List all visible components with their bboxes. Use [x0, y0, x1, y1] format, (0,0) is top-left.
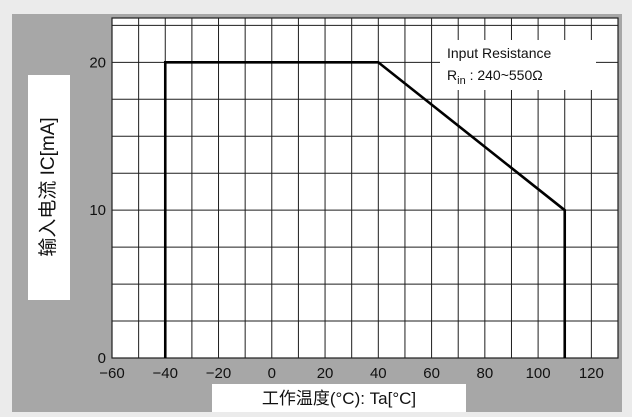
annotation-box	[440, 40, 596, 90]
series-line-1	[163, 61, 567, 358]
annotation-subscript: in	[457, 75, 466, 87]
annotation-r: R	[447, 67, 457, 83]
x-axis-label-box	[212, 384, 466, 412]
y-axis-label-box	[28, 75, 70, 300]
x-tick-label: 120	[579, 365, 604, 382]
series-group	[163, 61, 567, 358]
x-tick-label: 40	[370, 365, 387, 382]
grid	[111, 17, 619, 359]
x-tick-label: 80	[476, 365, 493, 382]
x-tick-label: 60	[423, 365, 440, 382]
x-tick-label: −40	[153, 365, 178, 382]
annotation-range: : 240~550Ω	[466, 67, 543, 83]
y-tick-label: 10	[89, 202, 106, 219]
x-tick-label: 20	[317, 365, 334, 382]
x-tick-label: −20	[206, 365, 231, 382]
annotation-title: Input Resistance	[447, 45, 551, 61]
plot-border	[111, 17, 619, 359]
annotation-resistance: Rin : 240~550Ω	[447, 67, 543, 87]
x-tick-label: 0	[268, 365, 276, 382]
tick-labels: −60 −40 −20 0 20 40 60 80 100 120 0 10 20	[89, 54, 604, 382]
x-tick-label: −60	[99, 365, 124, 382]
x-axis-label: 工作温度(°C): Ta[°C]	[262, 389, 416, 408]
x-tick-label: 100	[526, 365, 551, 382]
y-tick-label: 0	[98, 350, 106, 367]
y-tick-label: 20	[89, 54, 106, 71]
y-axis-label: 输入电流 IC[mA]	[37, 117, 59, 256]
